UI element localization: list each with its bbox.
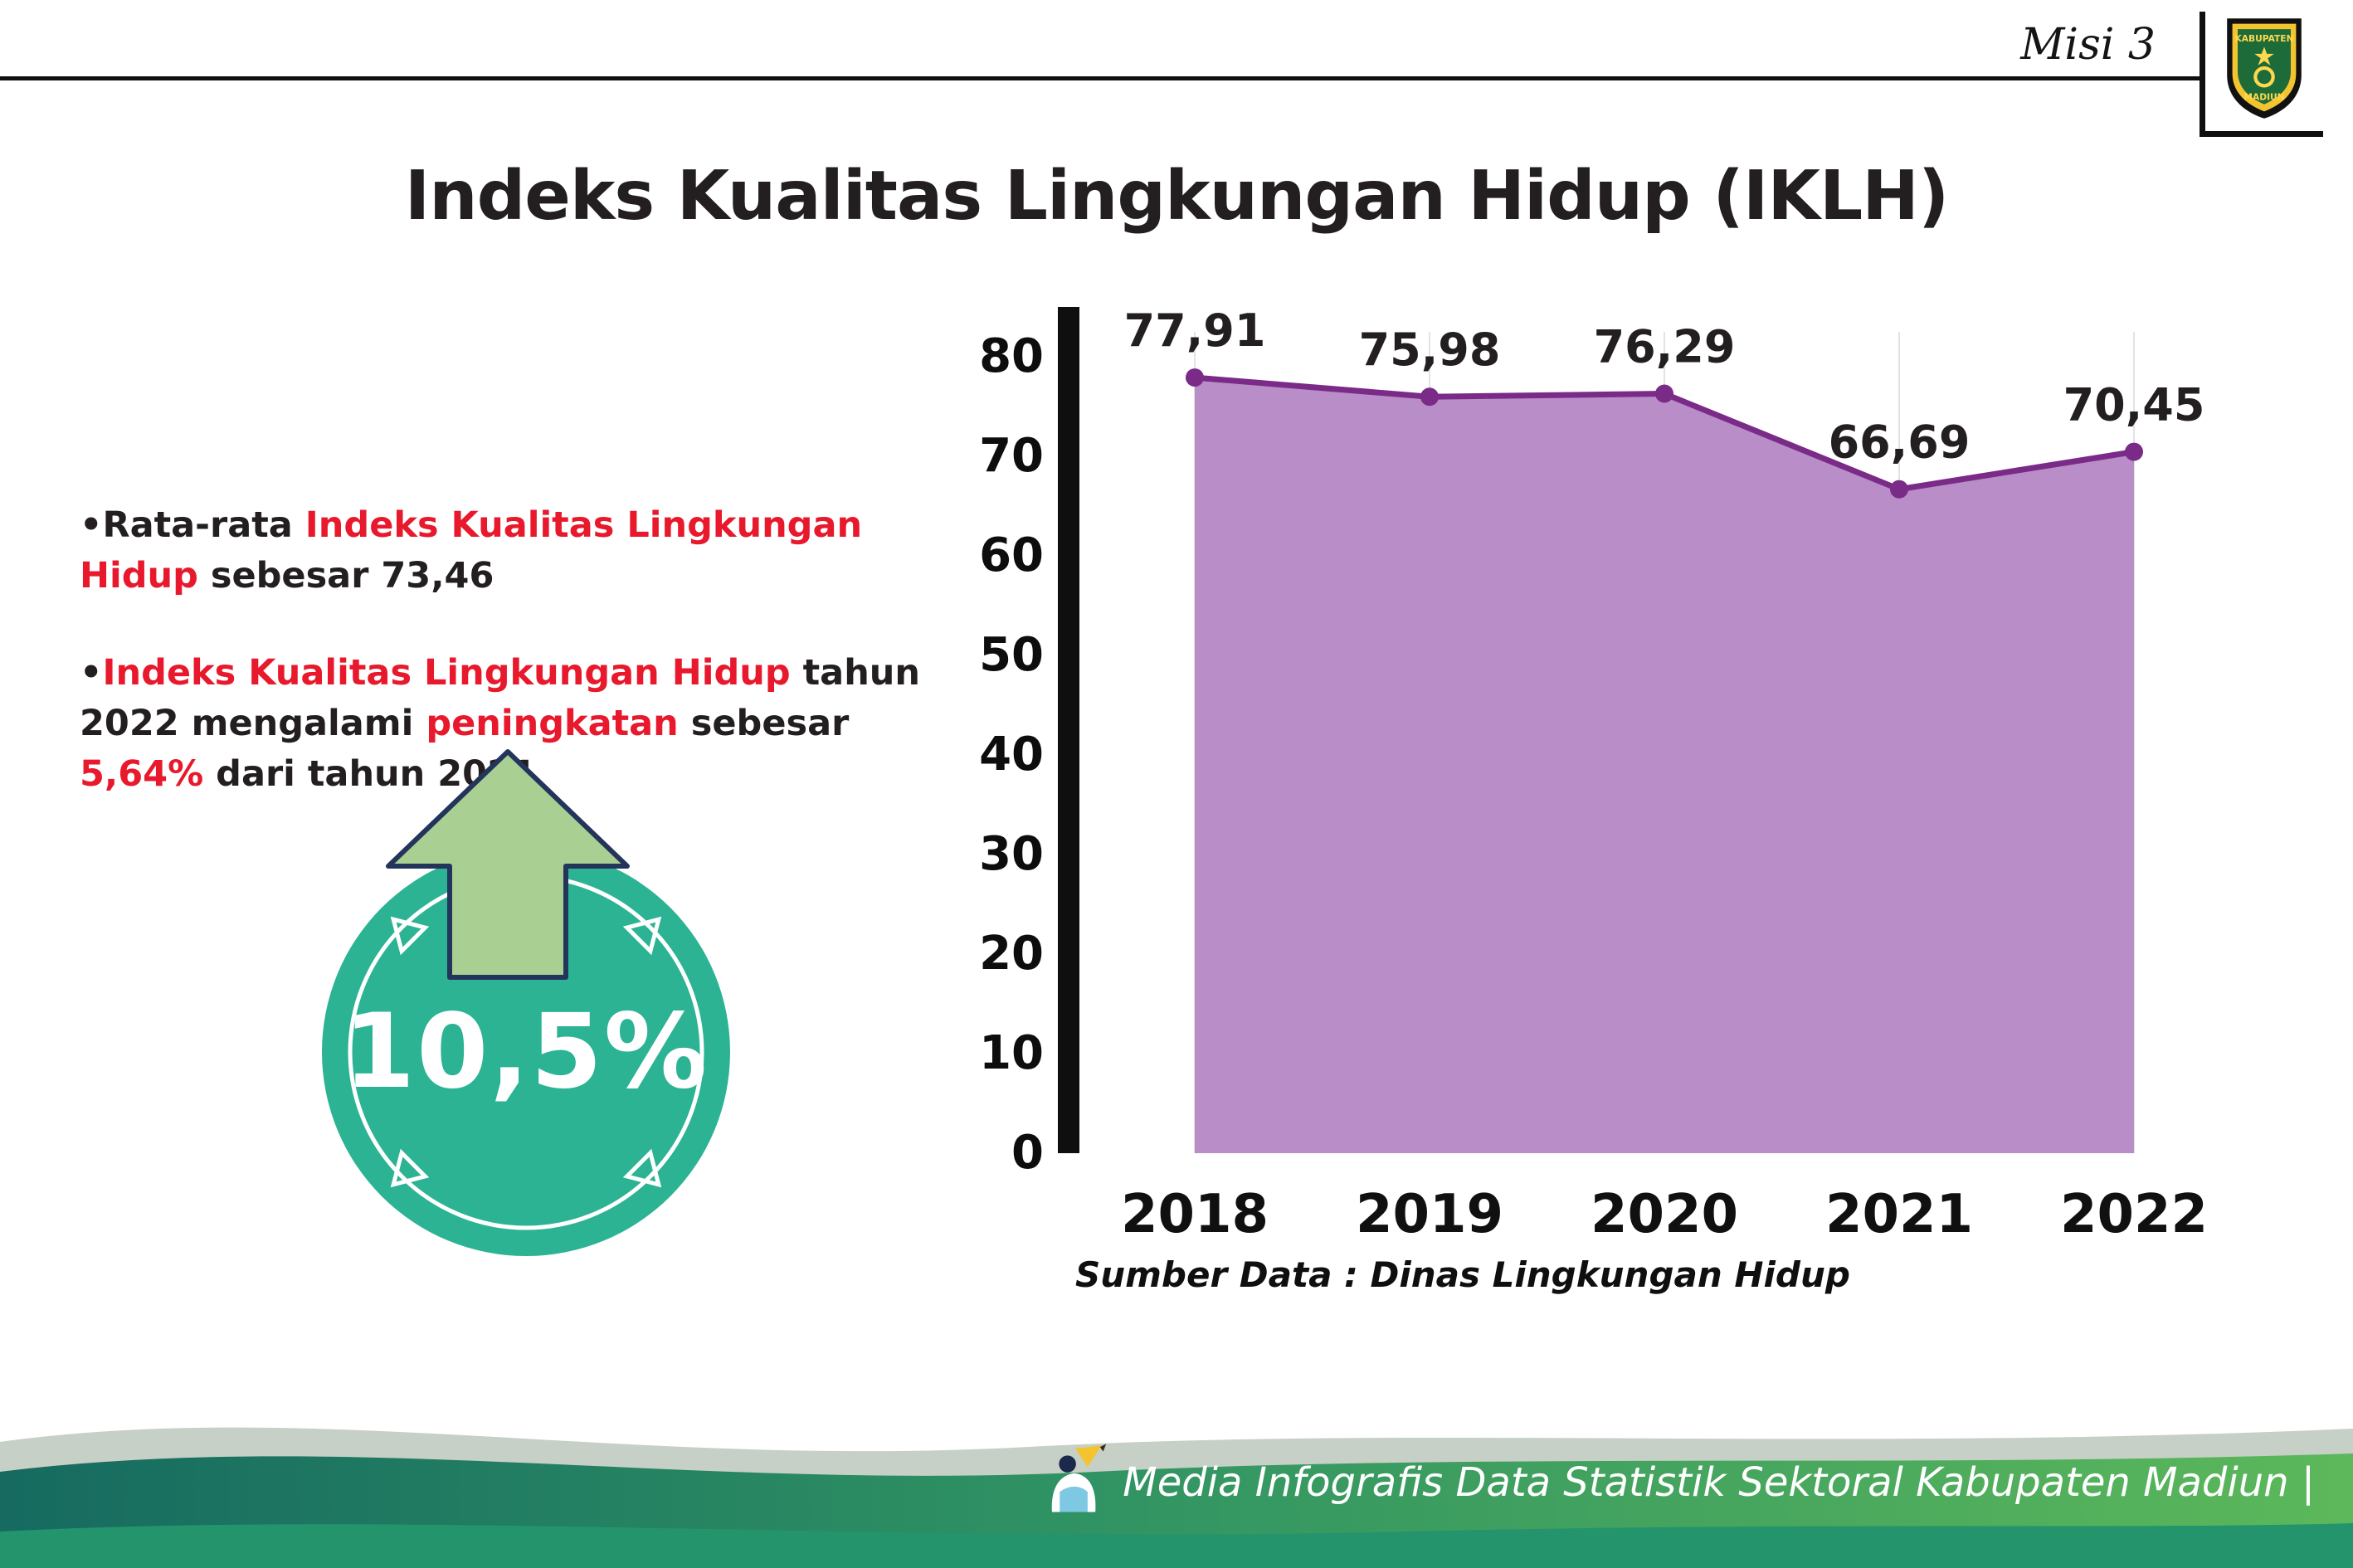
bullet-item-average: •Rata-rata Indeks Kualitas Lingkungan Hi… <box>80 500 926 601</box>
badge-value: 10,5% <box>343 992 709 1112</box>
bullet2-highlight-2: peningkatan <box>426 703 679 745</box>
value-label: 70,45 <box>2063 379 2205 431</box>
x-tick-label: 2021 <box>1825 1184 1973 1245</box>
value-label: 77,91 <box>1124 304 1266 357</box>
x-tick-label: 2020 <box>1591 1184 1738 1245</box>
logo-bottom-text: MADIUN <box>2243 91 2284 102</box>
bullet2-highlight-3: 5,64% <box>80 753 204 796</box>
y-tick-label: 50 <box>979 628 1044 682</box>
bullet-dot: • <box>80 652 103 694</box>
y-tick-label: 40 <box>979 728 1044 782</box>
kabupaten-madiun-logo: KABUPATEN MADIUN <box>2227 18 2302 119</box>
iklh-area-chart: 77,91 75,98 76,29 66,69 70,45 0 10 20 30 40 50 60 70… <box>979 304 2208 1245</box>
x-tick-label: 2022 <box>2060 1184 2208 1245</box>
bullet1-highlight: Indeks Kualitas Lingkungan Hidup <box>80 504 863 597</box>
bullet1-post: sebesar 73,46 <box>197 555 494 597</box>
data-point <box>1890 480 1908 499</box>
value-label: 76,29 <box>1594 321 1736 373</box>
bullet-dot: • <box>80 504 103 546</box>
logo-frame: KABUPATEN MADIUN <box>2200 12 2323 137</box>
bullet1-pre: Rata-rata <box>102 504 305 546</box>
footer-credit-text: Media Infografis Data Statistik Sektoral… <box>1123 1459 2315 1506</box>
data-point <box>1420 387 1439 407</box>
y-tick-label: 80 <box>979 329 1044 383</box>
y-tick-label: 20 <box>979 927 1044 981</box>
data-point <box>1186 368 1204 387</box>
footer-credit: Media Infografis Data Statistik Sektoral… <box>1040 1444 2315 1522</box>
mascot-icon <box>1052 1444 1107 1512</box>
data-point <box>1655 384 1673 403</box>
y-tick-label: 70 <box>979 429 1044 483</box>
value-label: 66,69 <box>1829 416 1971 469</box>
area-fill <box>1195 377 2134 1153</box>
x-tick-label: 2019 <box>1356 1184 1503 1245</box>
misi-label: Misi 3 <box>2020 20 2156 70</box>
y-tick-label: 0 <box>1011 1126 1044 1180</box>
bullet2-mid-2: sebesar <box>678 703 850 745</box>
bullet2-highlight-1: Indeks Kualitas Lingkungan Hidup <box>102 652 791 694</box>
header-rule <box>0 76 2200 80</box>
logo-top-text: KABUPATEN <box>2235 33 2294 44</box>
y-tick-label: 10 <box>979 1026 1044 1080</box>
y-tick-label: 30 <box>979 827 1044 881</box>
increase-arrow-icon <box>386 749 630 980</box>
y-axis-bar <box>1058 307 1079 1153</box>
footer-wave <box>0 1427 2353 1568</box>
data-point <box>2125 442 2143 461</box>
x-tick-label: 2018 <box>1121 1184 1269 1245</box>
y-tick-label: 60 <box>979 528 1044 582</box>
chart-area: 77,91 75,98 76,29 66,69 70,45 0 10 20 30 40 50 60 70… <box>946 274 2323 1269</box>
bullet-list: •Rata-rata Indeks Kualitas Lingkungan Hi… <box>80 465 926 846</box>
page-title: Indeks Kualitas Lingkungan Hidup (IKLH) <box>404 156 1950 236</box>
bullet2-mid-1: tahun 2022 mengalami <box>80 652 921 745</box>
value-label: 75,98 <box>1359 324 1501 376</box>
source-note: Sumber Data : Dinas Lingkungan Hidup <box>1075 1254 1850 1295</box>
